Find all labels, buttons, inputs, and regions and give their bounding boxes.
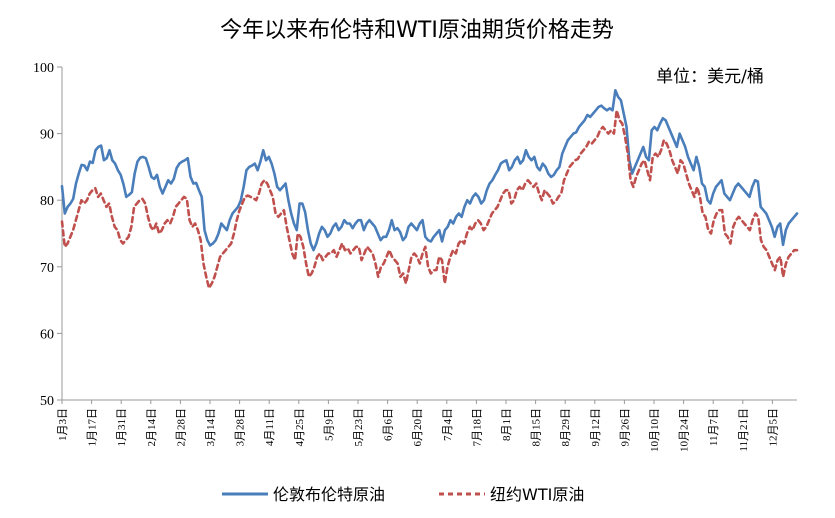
x-tick-label: 11月21日 <box>738 408 750 452</box>
x-tick-label: 10月10日 <box>649 408 661 452</box>
chart-title: 今年以来布伦特和WTI原油期货价格走势 <box>220 18 614 43</box>
x-axis: 1月3日 1月17日 1月31日 2月14日 2月28日 3月14日 3月28日 4月11日 4… <box>57 399 797 452</box>
x-tick-label: 1月31日 <box>116 408 128 447</box>
legend-label-wti: 纽约WTI原油 <box>490 485 584 504</box>
x-tick-label: 3月28日 <box>235 408 247 447</box>
x-tick-label: 8月1日 <box>501 408 513 441</box>
x-tick-label: 9月26日 <box>619 408 631 447</box>
x-tick-label: 5月9日 <box>323 408 335 441</box>
x-tick-label: 9月12日 <box>590 408 602 447</box>
x-tick-label: 10月24日 <box>679 408 691 452</box>
y-tick-label: 50 <box>40 394 54 409</box>
legend-label-brent: 伦敦布伦特原油 <box>273 485 385 504</box>
x-tick-label: 2月14日 <box>146 408 158 447</box>
y-tick-label: 80 <box>40 194 54 209</box>
legend: 伦敦布伦特原油 纽约WTI原油 <box>222 485 584 504</box>
x-tick-label: 5月23日 <box>353 408 365 447</box>
x-tick-label: 7月18日 <box>471 408 483 447</box>
x-tick-label: 1月3日 <box>57 408 69 441</box>
y-tick-label: 60 <box>40 327 54 342</box>
y-tick-label: 90 <box>40 128 54 143</box>
x-tick-label: 11月7日 <box>708 408 720 446</box>
series-line-wti <box>60 108 799 290</box>
series-line-brent <box>60 89 799 252</box>
y-tick-label: 70 <box>40 261 54 276</box>
x-tick-label: 1月17日 <box>87 408 99 447</box>
unit-label: 单位：美元/桶 <box>656 67 764 87</box>
x-tick-label: 8月15日 <box>531 408 543 447</box>
x-tick-label: 3月14日 <box>205 408 217 447</box>
plot-area <box>60 89 799 290</box>
x-tick-label: 2月28日 <box>175 408 187 447</box>
x-tick-label: 6月6日 <box>383 408 395 441</box>
x-tick-label: 4月11日 <box>264 408 276 446</box>
x-tick-label: 4月25日 <box>294 408 306 447</box>
x-tick-label: 8月29日 <box>560 408 572 447</box>
x-tick-label: 7月4日 <box>442 408 454 441</box>
y-tick-label: 100 <box>33 61 54 76</box>
x-tick-label: 6月20日 <box>412 408 424 447</box>
y-axis: 50 60 70 80 90 100 <box>33 61 63 409</box>
x-tick-label: 12月5日 <box>767 408 779 447</box>
